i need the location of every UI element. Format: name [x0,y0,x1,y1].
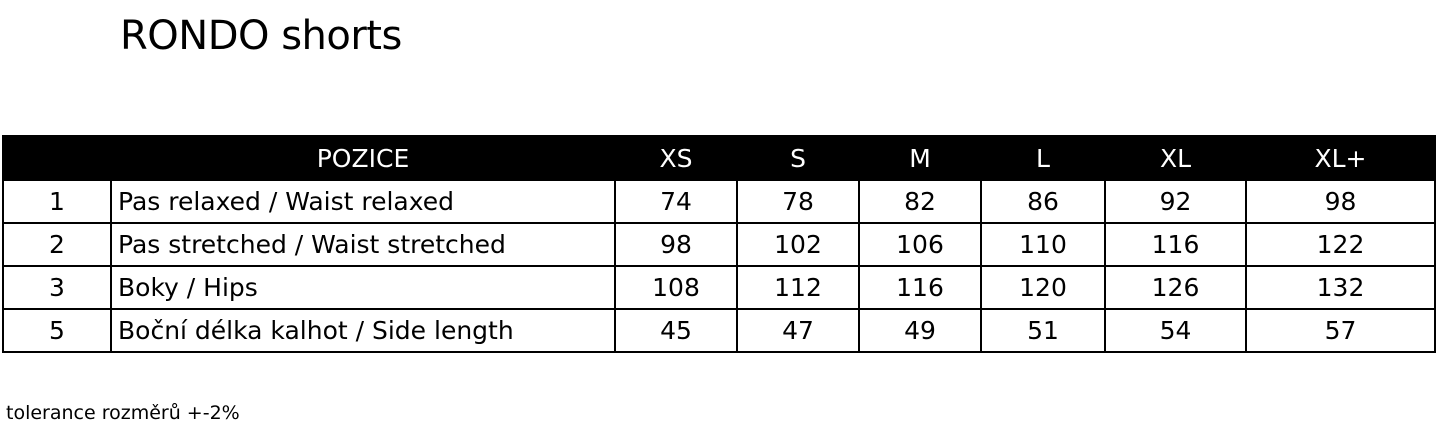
row-label: Pas stretched / Waist stretched [110,222,616,267]
header-l: L [980,135,1106,181]
header-s: S [736,135,860,181]
header-number [2,135,112,181]
size-value: 122 [1245,222,1436,267]
size-value: 106 [858,222,982,267]
page-title: RONDO shorts [120,13,402,59]
table-row: 5 Boční délka kalhot / Side length 45 47 49 5… [2,308,1436,353]
size-value: 112 [736,265,860,310]
size-value: 51 [980,308,1106,353]
table-row: 3 Boky / Hips 108 112 116 120 126 132 [2,265,1436,310]
size-value: 47 [736,308,860,353]
row-label: Boky / Hips [110,265,616,310]
header-position: POZICE [110,135,616,181]
size-value: 102 [736,222,860,267]
header-row: POZICE XS S M L XL XL+ [2,135,1436,181]
row-label: Boční délka kalhot / Side length [110,308,616,353]
size-value: 98 [614,222,738,267]
size-value: 82 [858,179,982,224]
size-value: 110 [980,222,1106,267]
size-value: 74 [614,179,738,224]
header-m: M [858,135,982,181]
header-xl: XL [1104,135,1247,181]
size-value: 116 [1104,222,1247,267]
size-value: 45 [614,308,738,353]
size-value: 116 [858,265,982,310]
table-row: 1 Pas relaxed / Waist relaxed 74 78 82 86 92 98 [2,179,1436,224]
size-value: 49 [858,308,982,353]
size-value: 78 [736,179,860,224]
row-number: 5 [2,308,112,353]
size-value: 57 [1245,308,1436,353]
table-row: 2 Pas stretched / Waist stretched 98 102 106… [2,222,1436,267]
size-value: 92 [1104,179,1247,224]
row-number: 1 [2,179,112,224]
header-xs: XS [614,135,738,181]
size-value: 132 [1245,265,1436,310]
tolerance-note: tolerance rozměrů +-2% [6,402,240,424]
size-value: 54 [1104,308,1247,353]
size-value: 86 [980,179,1106,224]
size-value: 126 [1104,265,1247,310]
row-number: 2 [2,222,112,267]
size-value: 98 [1245,179,1436,224]
row-label: Pas relaxed / Waist relaxed [110,179,616,224]
size-value: 108 [614,265,738,310]
size-table: POZICE XS S M L XL XL+ 1 Pas relaxed / Wa… [2,135,1436,353]
size-value: 120 [980,265,1106,310]
header-xl-plus: XL+ [1245,135,1436,181]
row-number: 3 [2,265,112,310]
